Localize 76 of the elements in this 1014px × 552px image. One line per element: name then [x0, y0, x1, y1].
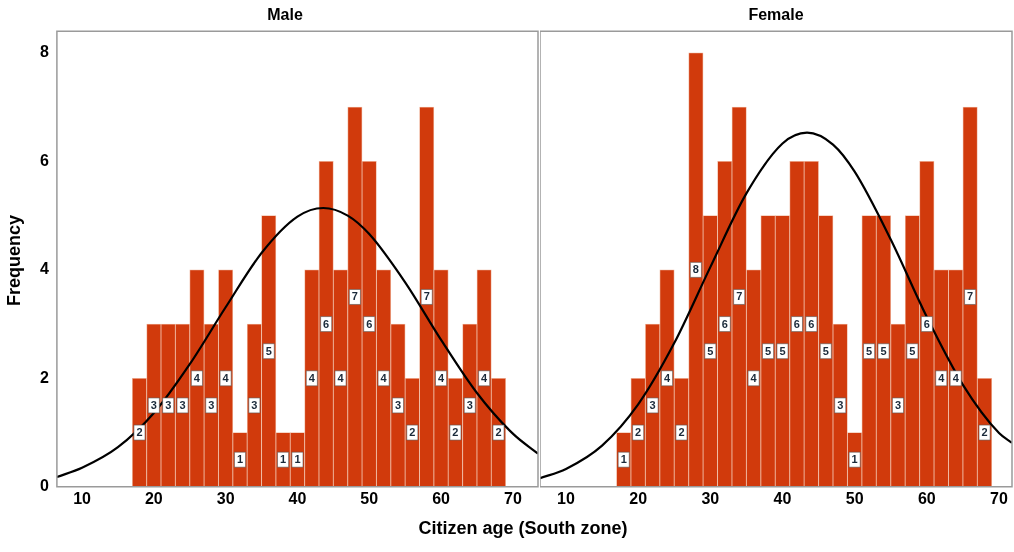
data-label: 5	[265, 344, 272, 357]
data-label: 4	[438, 371, 445, 384]
y-tick-label: 2	[39, 368, 49, 386]
data-label: 2	[635, 426, 642, 439]
chart-title: Male	[267, 6, 303, 24]
data-label: 2	[495, 426, 502, 439]
data-label: 7	[351, 290, 358, 303]
x-tick-label: 50	[845, 489, 864, 507]
data-label: 5	[866, 344, 873, 357]
data-label: 3	[649, 398, 656, 411]
data-label: 3	[466, 398, 473, 411]
data-label: 3	[251, 398, 258, 411]
data-label: 4	[308, 371, 316, 384]
data-label: 4	[193, 371, 201, 384]
y-tick-label: 0	[39, 477, 49, 495]
data-label: 2	[678, 426, 685, 439]
data-label: 4	[337, 371, 345, 384]
chart-title: Female	[748, 6, 804, 24]
data-label: 1	[620, 453, 627, 466]
data-label: 4	[481, 371, 489, 384]
x-axis-title: Citizen age (South zone)	[417, 518, 629, 539]
data-label: 6	[721, 317, 728, 330]
x-tick-label: 40	[773, 489, 792, 507]
x-tick-label: 40	[288, 489, 307, 507]
data-label: 5	[765, 344, 772, 357]
data-label: 1	[294, 453, 301, 466]
data-label: 5	[707, 344, 714, 357]
x-tick-label: 10	[73, 489, 92, 507]
x-tick-label: 60	[917, 489, 936, 507]
x-tick-label: 10	[557, 489, 575, 507]
data-label: 7	[967, 290, 974, 303]
data-label: 1	[236, 453, 244, 466]
data-label: 5	[909, 344, 916, 357]
x-tick-label: 60	[432, 489, 451, 507]
data-label: 1	[280, 453, 287, 466]
x-tick-label: 30	[216, 489, 235, 507]
data-label: 7	[736, 290, 743, 303]
data-label: 3	[394, 398, 402, 411]
data-label: 6	[793, 317, 800, 330]
data-label: 3	[837, 398, 844, 411]
data-label: 4	[380, 371, 388, 384]
data-label: 4	[750, 371, 758, 384]
data-label: 3	[150, 398, 157, 411]
y-tick-label: 4	[39, 260, 49, 278]
x-tick-label: 20	[629, 489, 648, 507]
data-label: 6	[808, 317, 815, 330]
data-label: 4	[663, 371, 671, 384]
data-label: 2	[409, 426, 416, 439]
data-label: 5	[822, 344, 829, 357]
x-tick-label: 70	[503, 489, 522, 507]
data-label: 3	[208, 398, 215, 411]
data-label: 4	[222, 371, 230, 384]
x-tick-label: 30	[701, 489, 720, 507]
y-tick-label: 6	[39, 151, 49, 169]
data-label: 8	[692, 263, 699, 276]
data-label: 5	[779, 344, 786, 357]
data-label: 2	[981, 426, 988, 439]
data-label: 7	[423, 290, 430, 303]
line-series	[56, 206, 538, 479]
y-tick-label: 8	[39, 43, 49, 61]
x-tick-label: 70	[990, 489, 1009, 507]
data-label: 4	[938, 371, 946, 384]
data-label: 2	[136, 426, 143, 439]
x-tick-label: 50	[360, 489, 379, 507]
data-label: 6	[366, 317, 373, 330]
data-label: 3	[894, 398, 902, 411]
data-label: 5	[880, 344, 887, 357]
data-label: 3	[165, 398, 172, 411]
data-label: 3	[179, 398, 186, 411]
data-label: 4	[952, 371, 960, 384]
data-label: 6	[923, 317, 930, 330]
data-label: 2	[452, 426, 459, 439]
data-label: 6	[323, 317, 330, 330]
x-tick-label: 20	[144, 489, 163, 507]
data-label: 1	[851, 453, 858, 466]
y-axis-title: Frequency	[4, 214, 26, 306]
